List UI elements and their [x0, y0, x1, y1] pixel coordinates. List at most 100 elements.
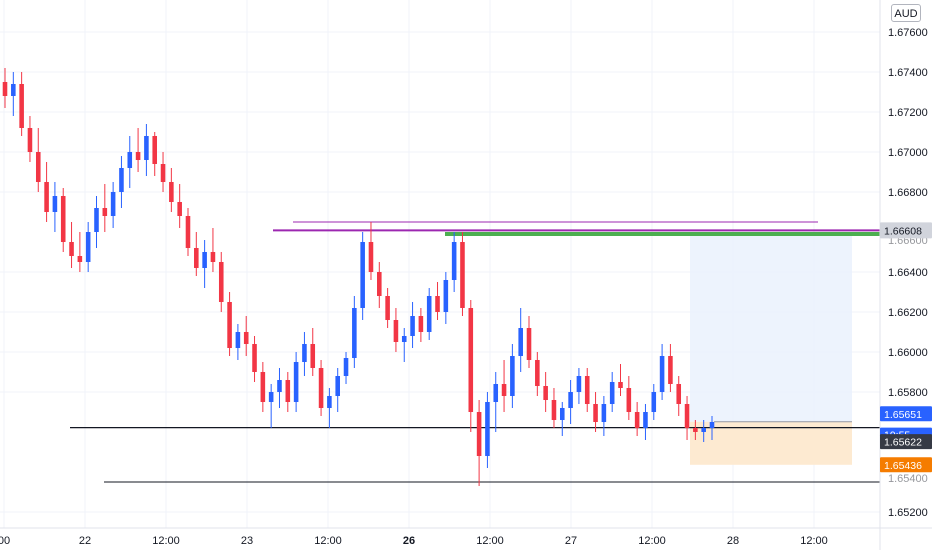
candle-body [327, 396, 332, 408]
candle-body [252, 344, 257, 372]
candle-body [693, 428, 698, 432]
y-tick-label: 1.67200 [888, 107, 928, 119]
candle-body [293, 362, 299, 402]
price-tag-orange [880, 457, 932, 473]
candle-body [485, 402, 490, 456]
candle-body [277, 380, 282, 392]
candle-body [709, 422, 715, 428]
x-tick-label: 12:00 [800, 535, 828, 547]
y-tick-label-partial: 1.65400 [888, 473, 928, 485]
candle-body [543, 386, 548, 400]
time-axis: 00 22 12:00 23 12:00 26 12:00 27 12:00 28 12:00 [0, 535, 828, 547]
x-tick-label: 12:00 [152, 535, 180, 547]
price-tag-label: 1.66608 [884, 225, 922, 237]
y-tick-label: 1.66000 [888, 347, 928, 359]
currency-button[interactable]: AUD [891, 4, 921, 22]
y-tick-label: 1.65200 [888, 507, 928, 519]
x-tick-label: 28 [727, 535, 739, 547]
target-zone [690, 234, 852, 422]
candle-body [368, 242, 374, 272]
candle-body [518, 328, 523, 356]
horizontal-lines [70, 221, 880, 483]
candle-body [443, 280, 449, 312]
candle-body [235, 332, 241, 348]
candle-body [169, 182, 174, 202]
candle-body [377, 272, 382, 296]
candle-body [335, 376, 340, 396]
candle-body [310, 344, 316, 368]
candle-body [177, 202, 182, 216]
candle-body [435, 296, 440, 312]
candle-body [85, 232, 91, 262]
candle-body [243, 332, 249, 344]
candle-body [144, 136, 149, 160]
candles [2, 68, 715, 486]
candle-body [451, 242, 457, 280]
candle-body [285, 380, 291, 402]
candle-body [468, 308, 474, 412]
candle-body [559, 408, 565, 420]
candle-body [52, 196, 58, 212]
candle-body [102, 208, 108, 216]
y-tick-label: 1.66200 [888, 307, 928, 319]
candle-body [618, 382, 623, 388]
candle-body [601, 404, 607, 422]
x-tick-label: 00 [0, 535, 10, 547]
candle-body [302, 344, 307, 362]
y-tick-label: 1.67400 [888, 67, 928, 79]
candle-body [343, 358, 349, 376]
candle-body [35, 152, 41, 182]
price-tag-label: 1.65622 [884, 437, 922, 449]
candle-body [218, 262, 224, 302]
candle-body [119, 168, 124, 192]
candle-body [160, 164, 166, 182]
x-tick-label: 12:00 [476, 535, 504, 547]
x-tick-label: 23 [241, 535, 253, 547]
candle-body [210, 252, 216, 262]
y-tick-label: 1.66400 [888, 267, 928, 279]
candle-body [152, 136, 158, 164]
candle-body [19, 84, 24, 128]
candle-body [385, 296, 390, 320]
candle-body [634, 412, 640, 428]
price-tag-highlight [880, 222, 932, 239]
x-tick-label: 12:00 [314, 535, 342, 547]
y-tick-label: 1.67600 [888, 27, 928, 39]
x-tick-label: 26 [403, 535, 415, 547]
candle-body [27, 128, 33, 152]
candle-body [127, 152, 133, 168]
candle-body [11, 84, 16, 96]
price-tag-blue [880, 406, 932, 422]
candle-body [268, 392, 274, 402]
candle-body [535, 360, 540, 386]
candle-body [94, 208, 99, 232]
candle-body [393, 320, 399, 342]
candle-body [684, 404, 690, 428]
candle-body [44, 182, 49, 212]
candle-body [69, 242, 74, 256]
candle-body [651, 392, 657, 412]
candle-body [185, 216, 191, 248]
candle-body [260, 372, 266, 402]
position-zones [690, 234, 852, 465]
candle-body [501, 384, 507, 396]
price-tag-label: 1.65651 [884, 409, 922, 421]
candle-body [460, 242, 465, 308]
candle-body [77, 256, 83, 262]
candle-body [576, 376, 582, 392]
candle-body [60, 196, 66, 242]
candle-body [493, 384, 499, 402]
candle-body [318, 368, 324, 408]
x-tick-label: 12:00 [638, 535, 666, 547]
candle-body [551, 400, 557, 420]
candle-body [609, 382, 615, 404]
candle-body [676, 384, 682, 404]
y-tick-label: 1.67000 [888, 147, 928, 159]
price-tag-dark [880, 434, 932, 450]
candle-body [135, 152, 141, 160]
candle-body [194, 248, 199, 268]
candle-body [202, 252, 207, 268]
